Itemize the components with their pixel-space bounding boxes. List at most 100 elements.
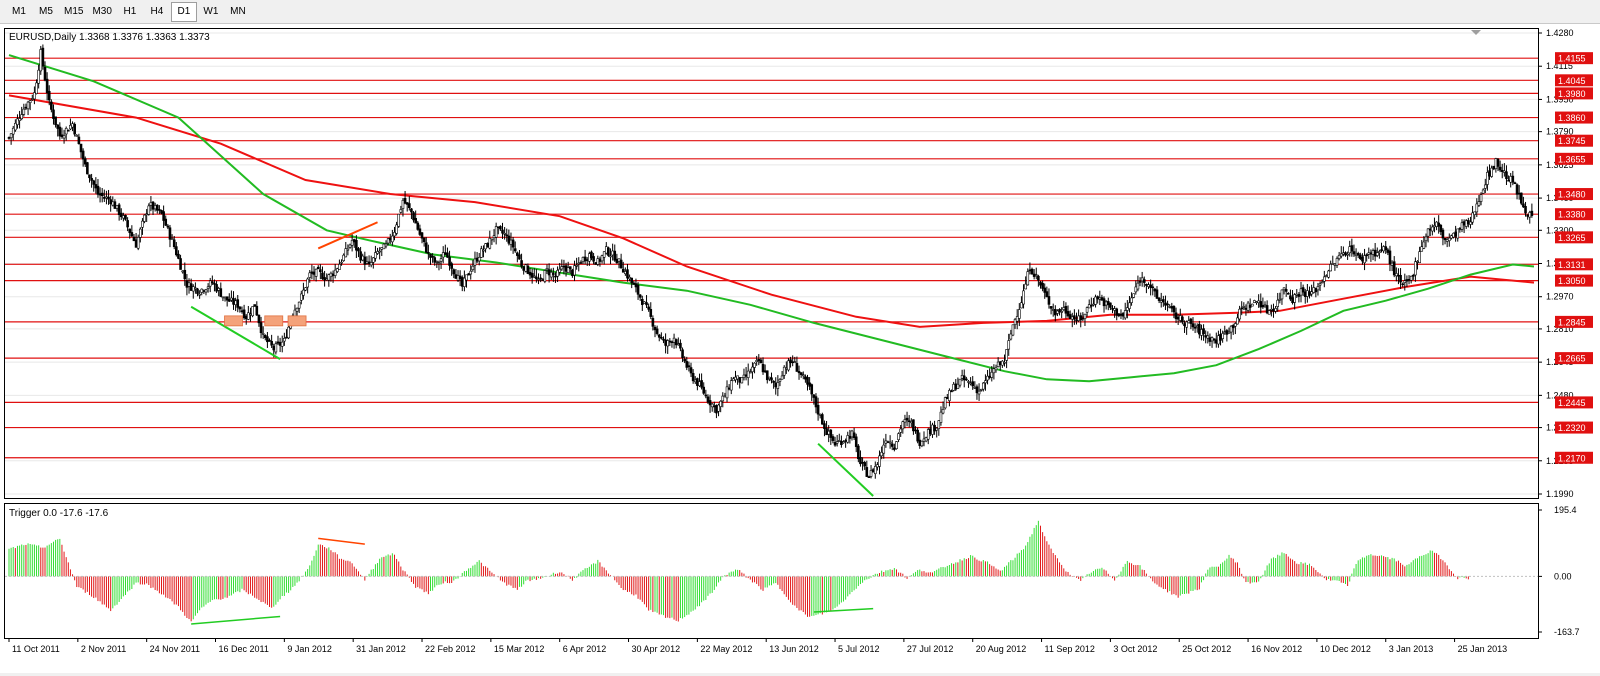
timeframe-button-m30[interactable]: M30 — [92, 6, 112, 17]
candle-body — [630, 277, 634, 284]
candle-body — [1420, 246, 1424, 252]
candle-body — [871, 469, 875, 473]
candle-body — [990, 371, 994, 378]
candle-body — [1339, 253, 1343, 257]
candle-body — [645, 302, 648, 306]
candle-body — [859, 457, 862, 465]
candle-body — [391, 235, 394, 243]
candle-body — [1327, 270, 1330, 278]
candle-body — [1250, 303, 1254, 307]
candle-body — [1483, 184, 1487, 189]
candle-body — [727, 387, 731, 390]
candle-body — [56, 124, 60, 129]
candle-body — [564, 265, 568, 272]
candle-body — [1106, 301, 1110, 306]
candle-body — [344, 248, 348, 258]
candle-body — [575, 264, 578, 267]
candle-body — [403, 198, 407, 204]
candle-body — [1022, 290, 1025, 305]
candle-body — [1043, 287, 1047, 293]
candle-body — [657, 334, 661, 338]
timeframe-button-d1[interactable]: D1 — [170, 1, 197, 22]
timeframe-toolbar: M1 M5 M15 M30 H1 H4 D1 W1 MN — [0, 0, 1600, 24]
candle-body — [888, 441, 892, 444]
candle-body — [1284, 289, 1288, 292]
candle-body — [189, 283, 193, 291]
timeframe-button-w1[interactable]: W1 — [203, 6, 219, 17]
candle-body — [719, 400, 722, 407]
candle-body — [1310, 291, 1313, 295]
candle-body — [153, 205, 157, 210]
candle-body — [1159, 300, 1163, 303]
candle-body — [1329, 264, 1332, 272]
candle-body — [886, 441, 890, 443]
candle-body — [200, 288, 204, 293]
candle-body — [914, 429, 917, 432]
candle-body — [393, 232, 396, 237]
candle-body — [1045, 291, 1049, 298]
candle-body — [1316, 286, 1320, 291]
candle-body — [541, 279, 545, 281]
candle-body — [922, 438, 926, 442]
candle-body — [897, 433, 900, 441]
candle-body — [679, 342, 682, 349]
timeframe-button-m1[interactable]: M1 — [12, 6, 26, 17]
scroll-marker-icon[interactable] — [1471, 30, 1481, 35]
candle-body — [852, 432, 856, 439]
candle-body — [581, 257, 585, 263]
trend-lines — [190, 221, 874, 497]
candle-body — [416, 222, 420, 230]
candle-body — [683, 358, 686, 362]
candle-body — [477, 256, 481, 262]
candle-body — [677, 343, 680, 346]
timeframe-button-h4[interactable]: H4 — [150, 6, 164, 17]
candle-body — [848, 435, 852, 439]
price-axis-label: 1.3950 — [1546, 94, 1574, 104]
candle-body — [183, 269, 187, 280]
level-label-background — [1555, 87, 1593, 100]
candle-body — [751, 366, 754, 373]
trigger-axis: 195.4 0.00 -163.7 — [5, 505, 1580, 637]
candle-body — [918, 439, 922, 446]
candle-body — [971, 381, 975, 387]
candle-body — [1367, 252, 1371, 255]
candle-body — [706, 396, 710, 403]
candle-body — [992, 368, 996, 374]
candle-body — [1168, 306, 1171, 308]
candle-body — [268, 339, 271, 342]
price-axis-label: 1.2970 — [1546, 292, 1574, 302]
candle-body — [962, 375, 966, 381]
candle-body — [520, 260, 523, 267]
candle-body — [458, 275, 462, 280]
chart-canvas[interactable]: 1.42801.41151.39501.37901.36251.34601.33… — [0, 24, 1600, 673]
timeframe-button-m5[interactable]: M5 — [39, 6, 53, 17]
candle-body — [912, 419, 915, 432]
candle-body — [1087, 304, 1091, 309]
candle-body — [1384, 246, 1388, 251]
candle-body — [759, 359, 763, 364]
candle-body — [994, 367, 998, 371]
timeframe-button-m15[interactable]: M15 — [64, 6, 84, 17]
candle-body — [1267, 310, 1271, 315]
candle-body — [653, 327, 657, 331]
candle-body — [67, 129, 70, 132]
candle-body — [850, 430, 854, 438]
timeframe-button-h1[interactable]: H1 — [123, 6, 137, 17]
candle-body — [821, 414, 824, 425]
candle-body — [632, 282, 636, 285]
candle-body — [861, 461, 864, 464]
level-label-background — [1555, 421, 1593, 434]
candle-body — [1503, 170, 1506, 173]
candle-body — [172, 239, 176, 247]
level-label-background — [1555, 188, 1593, 201]
chart-window[interactable]: 1.42801.41151.39501.37901.36251.34601.33… — [0, 24, 1600, 673]
candle-body — [700, 380, 703, 388]
candle-body — [793, 361, 797, 363]
candle-body — [880, 452, 883, 457]
timeframe-button-mn[interactable]: MN — [230, 6, 246, 17]
candle-body — [285, 336, 288, 339]
candle-body — [132, 236, 136, 242]
candle-body — [83, 158, 87, 165]
candle-body — [1236, 317, 1239, 325]
candle-body — [397, 213, 401, 227]
